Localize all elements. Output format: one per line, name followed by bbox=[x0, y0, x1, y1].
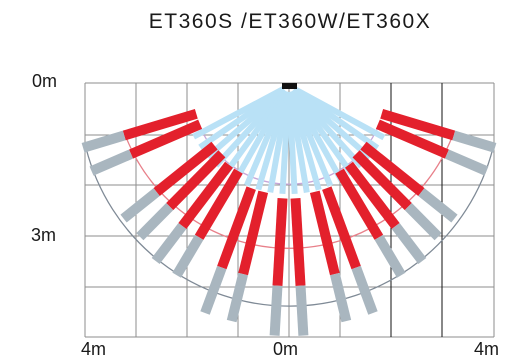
outer-zone-beam bbox=[444, 149, 489, 176]
middle-zone-beam bbox=[122, 109, 198, 141]
outer-zone-beam bbox=[89, 149, 134, 176]
outer-zone-beam bbox=[391, 222, 427, 265]
middle-zone-beam bbox=[309, 190, 340, 276]
middle-zone-beam bbox=[153, 141, 218, 196]
middle-zone-beam bbox=[129, 119, 203, 159]
middle-zone-beam bbox=[322, 186, 361, 270]
middle-zone-beam bbox=[178, 161, 233, 230]
middle-zone-beam bbox=[290, 198, 306, 286]
width-label-center: 0m bbox=[273, 339, 299, 359]
diagram-title: ET360S /ET360W/ET360X bbox=[148, 10, 432, 33]
outer-zone-beam bbox=[351, 265, 378, 315]
outer-zone-beam bbox=[81, 130, 126, 153]
middle-zone-beam bbox=[217, 186, 256, 270]
middle-zone-beam bbox=[335, 168, 384, 240]
width-label-right: 4m bbox=[474, 339, 500, 359]
distance-label-0m: 0m bbox=[32, 71, 58, 91]
inner-zone-beam bbox=[292, 86, 386, 141]
sensor-icon bbox=[282, 83, 297, 89]
outer-range-arc bbox=[85, 147, 494, 307]
outer-zone-beam bbox=[418, 188, 458, 223]
middle-zone-beam bbox=[345, 161, 400, 230]
middle-zone-beam bbox=[194, 168, 243, 240]
outer-zone-beam bbox=[172, 234, 204, 278]
outer-zone-beam bbox=[374, 234, 406, 278]
distance-label-3m: 3m bbox=[31, 225, 57, 245]
outer-zone-beam bbox=[404, 203, 442, 241]
middle-zone-beam bbox=[272, 198, 288, 286]
outer-zone-beam bbox=[136, 203, 174, 241]
outer-zone-beam bbox=[200, 265, 227, 315]
outer-zone-beam bbox=[329, 272, 352, 323]
outer-zone-beam bbox=[226, 272, 249, 323]
outer-zone-beam bbox=[151, 222, 187, 265]
outer-zone-beam bbox=[295, 285, 309, 336]
middle-zone-beam bbox=[238, 190, 269, 276]
middle-zone-beam bbox=[380, 109, 456, 141]
outer-zone-beam bbox=[120, 188, 160, 223]
middle-zone-beam bbox=[360, 141, 425, 196]
outer-zone-beam bbox=[269, 285, 283, 336]
middle-zone-beam bbox=[352, 150, 412, 211]
outer-zone-beam bbox=[452, 130, 497, 153]
width-label-left: 4m bbox=[81, 339, 107, 359]
middle-zone-beam bbox=[375, 119, 449, 159]
middle-zone-beam bbox=[166, 150, 226, 211]
beam-zones bbox=[81, 86, 497, 336]
